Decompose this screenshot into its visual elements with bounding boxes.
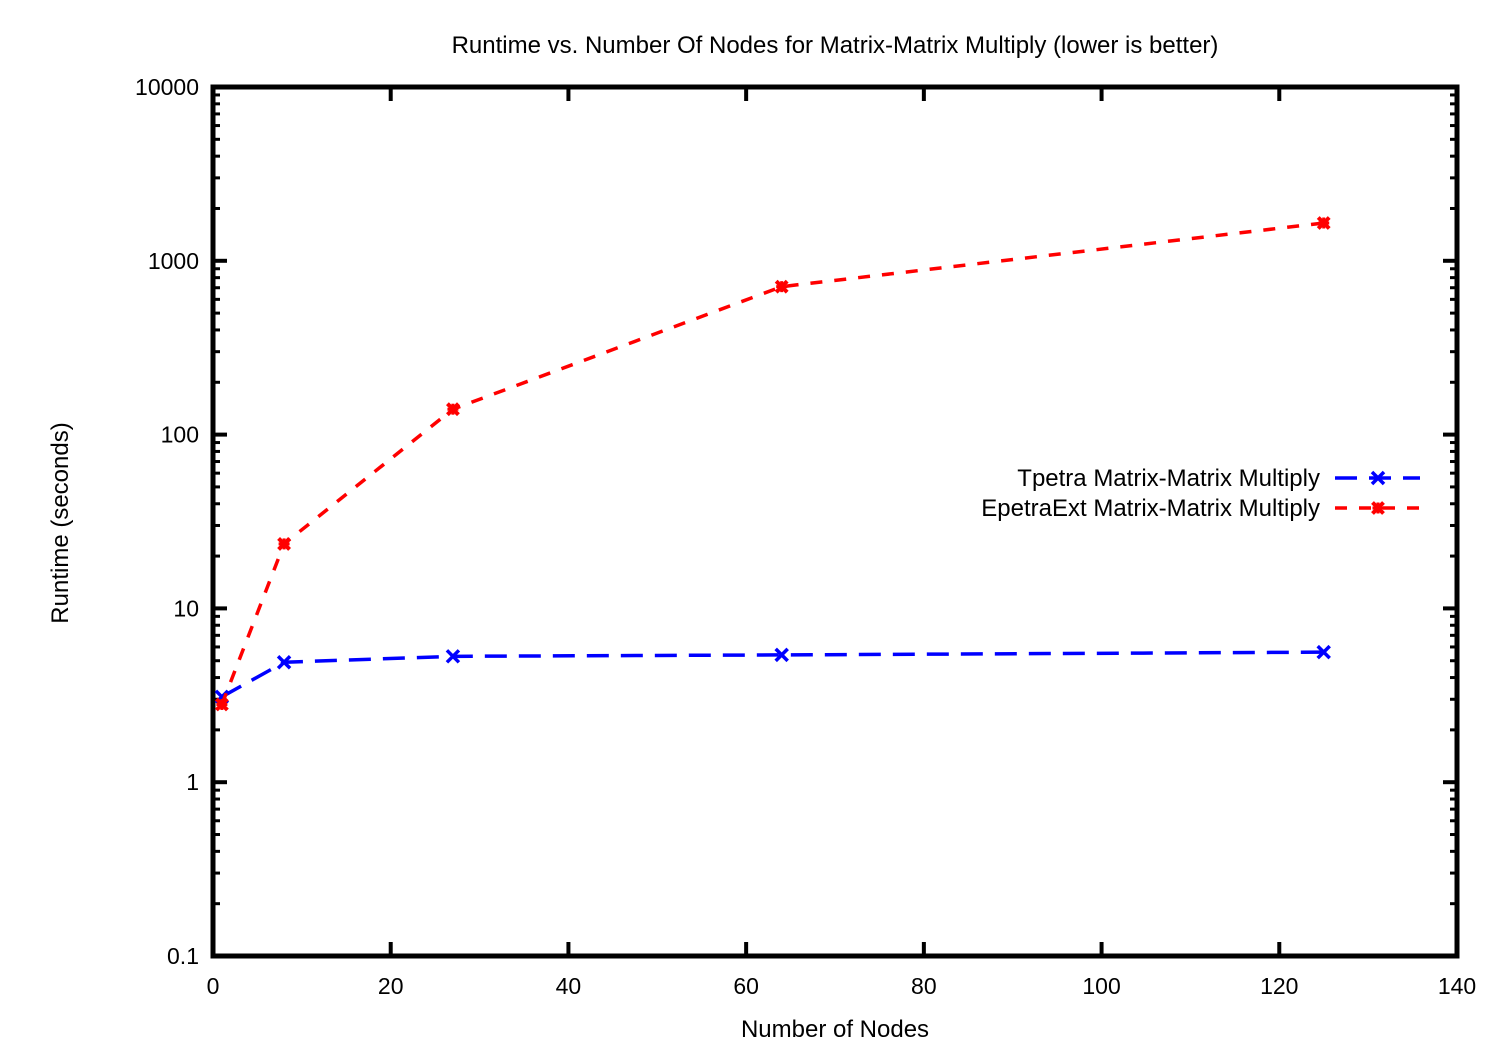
data-point xyxy=(214,697,229,712)
marker-stroke xyxy=(1316,644,1331,660)
y-tick-label: 100 xyxy=(161,422,199,448)
marker-stroke xyxy=(276,655,292,670)
x-tick-label: 0 xyxy=(207,973,220,999)
legend-marker xyxy=(1371,501,1385,515)
series-1 xyxy=(214,644,1331,705)
x-tick-label: 100 xyxy=(1082,973,1120,999)
legend-label: EpetraExt Matrix-Matrix Multiply xyxy=(981,495,1320,522)
y-axis-label: Runtime (seconds) xyxy=(47,422,74,623)
data-point xyxy=(1316,216,1331,230)
data-point xyxy=(446,402,460,417)
data-point xyxy=(1316,644,1331,660)
chart-title: Runtime vs. Number Of Nodes for Matrix-M… xyxy=(452,32,1219,59)
series-line xyxy=(220,221,1324,706)
data-point xyxy=(277,536,291,551)
legend-entry: Tpetra Matrix-Matrix Multiply xyxy=(1017,465,1420,492)
x-tick-label: 60 xyxy=(733,973,759,999)
legend-label: Tpetra Matrix-Matrix Multiply xyxy=(1017,465,1320,492)
legend-entry: EpetraExt Matrix-Matrix Multiply xyxy=(981,495,1420,522)
data-point xyxy=(774,647,789,663)
x-tick-label: 120 xyxy=(1260,973,1298,999)
x-tick-label: 40 xyxy=(556,973,582,999)
y-tick-label: 0.1 xyxy=(167,943,199,969)
plot-frame xyxy=(210,84,1460,959)
y-tick-label: 1000 xyxy=(148,248,199,274)
x-tick-label: 20 xyxy=(378,973,404,999)
marker-stroke xyxy=(774,647,789,663)
y-tick-label: 10 xyxy=(173,595,199,621)
data-point xyxy=(445,649,461,664)
x-tick-label: 80 xyxy=(911,973,937,999)
series-2 xyxy=(214,216,1331,712)
data-point xyxy=(774,279,789,294)
legend: Tpetra Matrix-Matrix Multiply EpetraExt M… xyxy=(981,465,1420,522)
marker-stroke xyxy=(445,649,461,664)
y-tick-label: 10000 xyxy=(135,74,199,100)
y-tick-label: 1 xyxy=(186,769,199,795)
x-axis-label: Number of Nodes xyxy=(741,1016,929,1043)
data-point xyxy=(276,655,292,670)
marker-stroke xyxy=(1370,470,1386,486)
plot-area: 0 20 40 60 80 100 120 140 0.1 1 10 100 1000 10000 xyxy=(135,74,1476,999)
legend-marker xyxy=(1370,470,1386,486)
series-line xyxy=(221,650,1324,699)
x-tick-label: 140 xyxy=(1438,973,1476,999)
